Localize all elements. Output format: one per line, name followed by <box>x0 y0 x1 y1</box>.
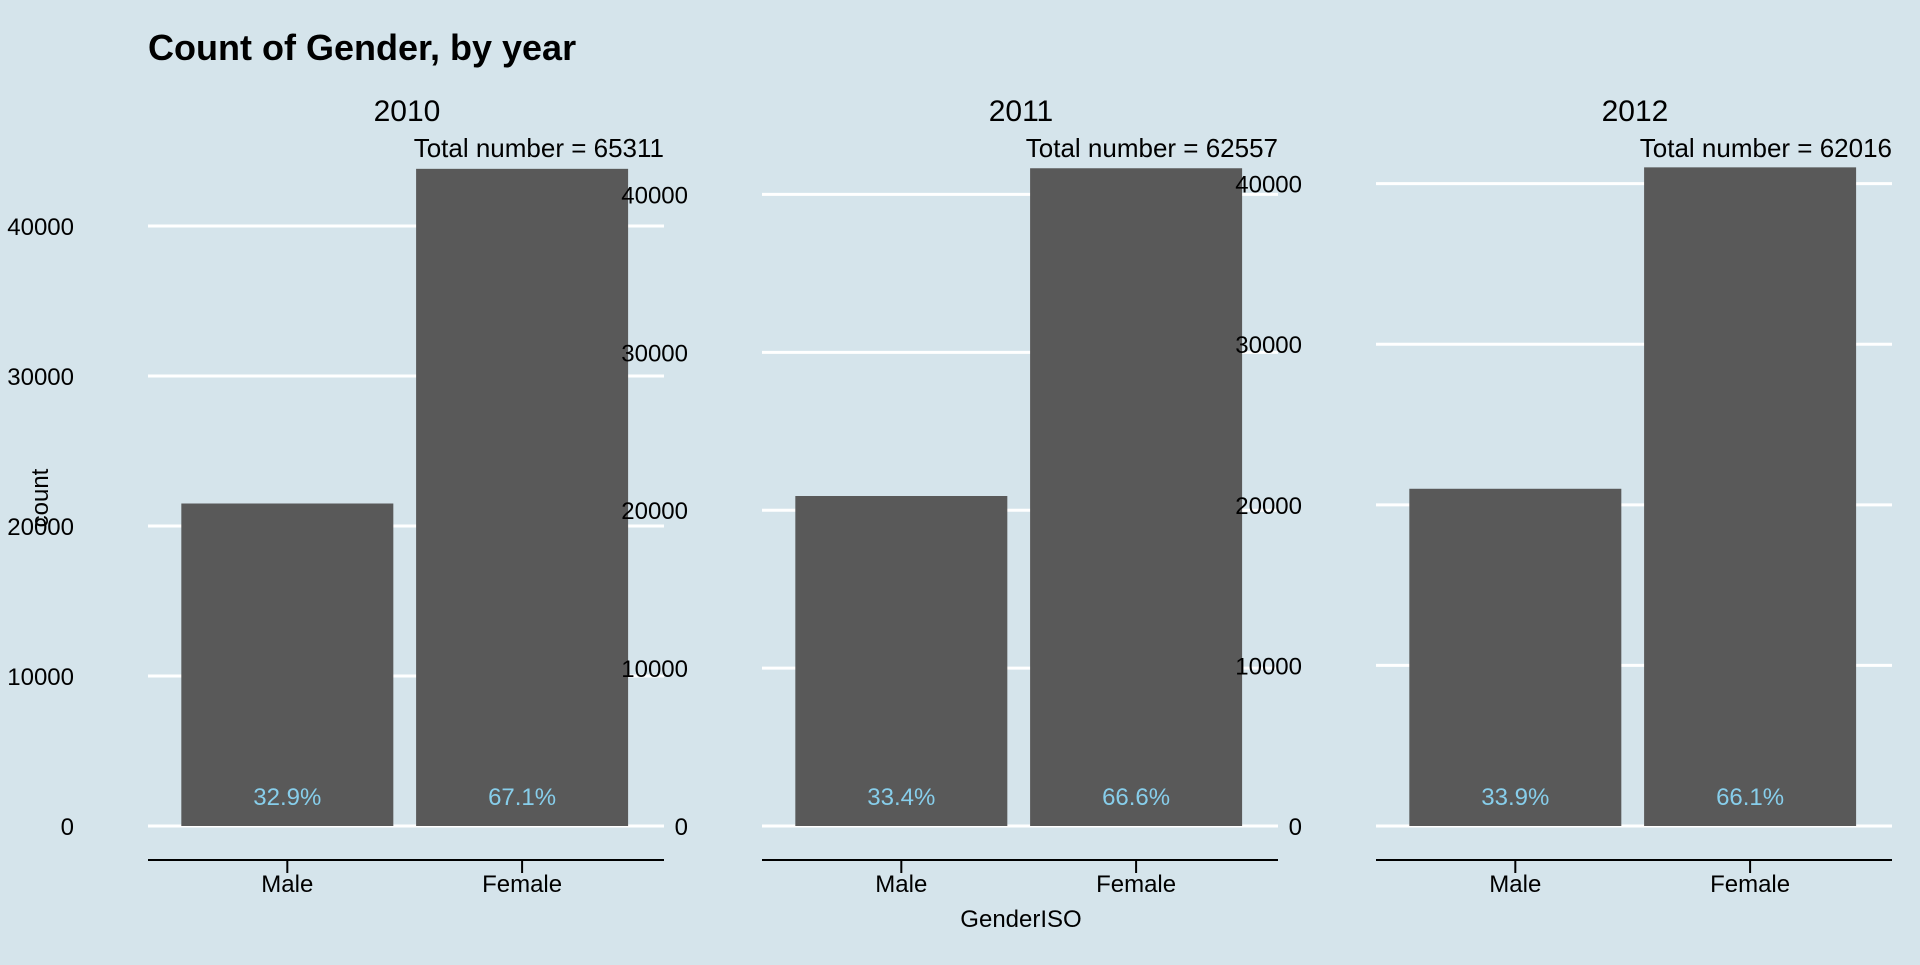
y-tick-label: 10000 <box>1235 653 1302 680</box>
y-tick-label: 0 <box>61 814 74 841</box>
x-tick-label: Male <box>1489 871 1541 898</box>
x-tick-label: Male <box>875 871 927 898</box>
y-axis-label: count <box>27 468 54 527</box>
facet-title: 2011 <box>989 95 1054 128</box>
bar-female <box>416 168 629 826</box>
facet-subtitle: Total number = 62557 <box>1026 133 1278 163</box>
facet-subtitle: Total number = 62016 <box>1640 133 1892 163</box>
facet-panel-2010: 0 10000 20000 30000 40000 32.9% Male 67.1% Femal… <box>7 95 664 898</box>
bar-percent-label: 66.1% <box>1716 784 1784 811</box>
bar-male <box>795 496 1008 826</box>
facet-title: 2012 <box>1602 95 1669 128</box>
x-tick-label: Female <box>1710 871 1790 898</box>
bar-female <box>1030 168 1243 827</box>
x-tick-label: Female <box>1096 871 1176 898</box>
bar-male <box>1409 488 1622 826</box>
bar-male <box>181 503 394 826</box>
y-tick-label: 40000 <box>7 214 74 241</box>
y-tick-label: 40000 <box>621 182 688 209</box>
x-tick-label: Male <box>261 871 313 898</box>
y-tick-label: 10000 <box>7 664 74 691</box>
y-tick-label: 0 <box>675 814 688 841</box>
y-tick-label: 20000 <box>7 514 74 541</box>
y-tick-label: 30000 <box>621 340 688 367</box>
y-tick-label: 30000 <box>1235 332 1302 359</box>
bar-percent-label: 67.1% <box>488 784 556 811</box>
facet-panel-2011: 0 10000 20000 30000 40000 33.4% Male 66.6% Femal… <box>621 95 1278 898</box>
y-tick-label: 30000 <box>7 364 74 391</box>
bar-percent-label: 66.6% <box>1102 784 1170 811</box>
chart-title: Count of Gender, by year <box>148 27 576 68</box>
y-tick-label: 40000 <box>1235 172 1302 199</box>
facet-subtitle: Total number = 65311 <box>414 133 664 163</box>
y-tick-label: 20000 <box>1235 493 1302 520</box>
facet-title: 2010 <box>374 95 441 128</box>
bar-percent-label: 32.9% <box>253 784 321 811</box>
x-axis-label: GenderISO <box>960 906 1081 933</box>
y-tick-label: 0 <box>1289 814 1302 841</box>
bar-percent-label: 33.9% <box>1481 784 1549 811</box>
y-tick-label: 20000 <box>621 498 688 525</box>
bar-percent-label: 33.4% <box>867 784 935 811</box>
facet-panel-2012: 0 10000 20000 30000 40000 33.9% Male 66.1% Femal… <box>1235 95 1892 898</box>
y-tick-label: 10000 <box>621 656 688 683</box>
bar-female <box>1644 167 1857 827</box>
x-tick-label: Female <box>482 871 562 898</box>
facet-panels: 0 10000 20000 30000 40000 32.9% Male 67.1% Femal… <box>7 95 1892 898</box>
